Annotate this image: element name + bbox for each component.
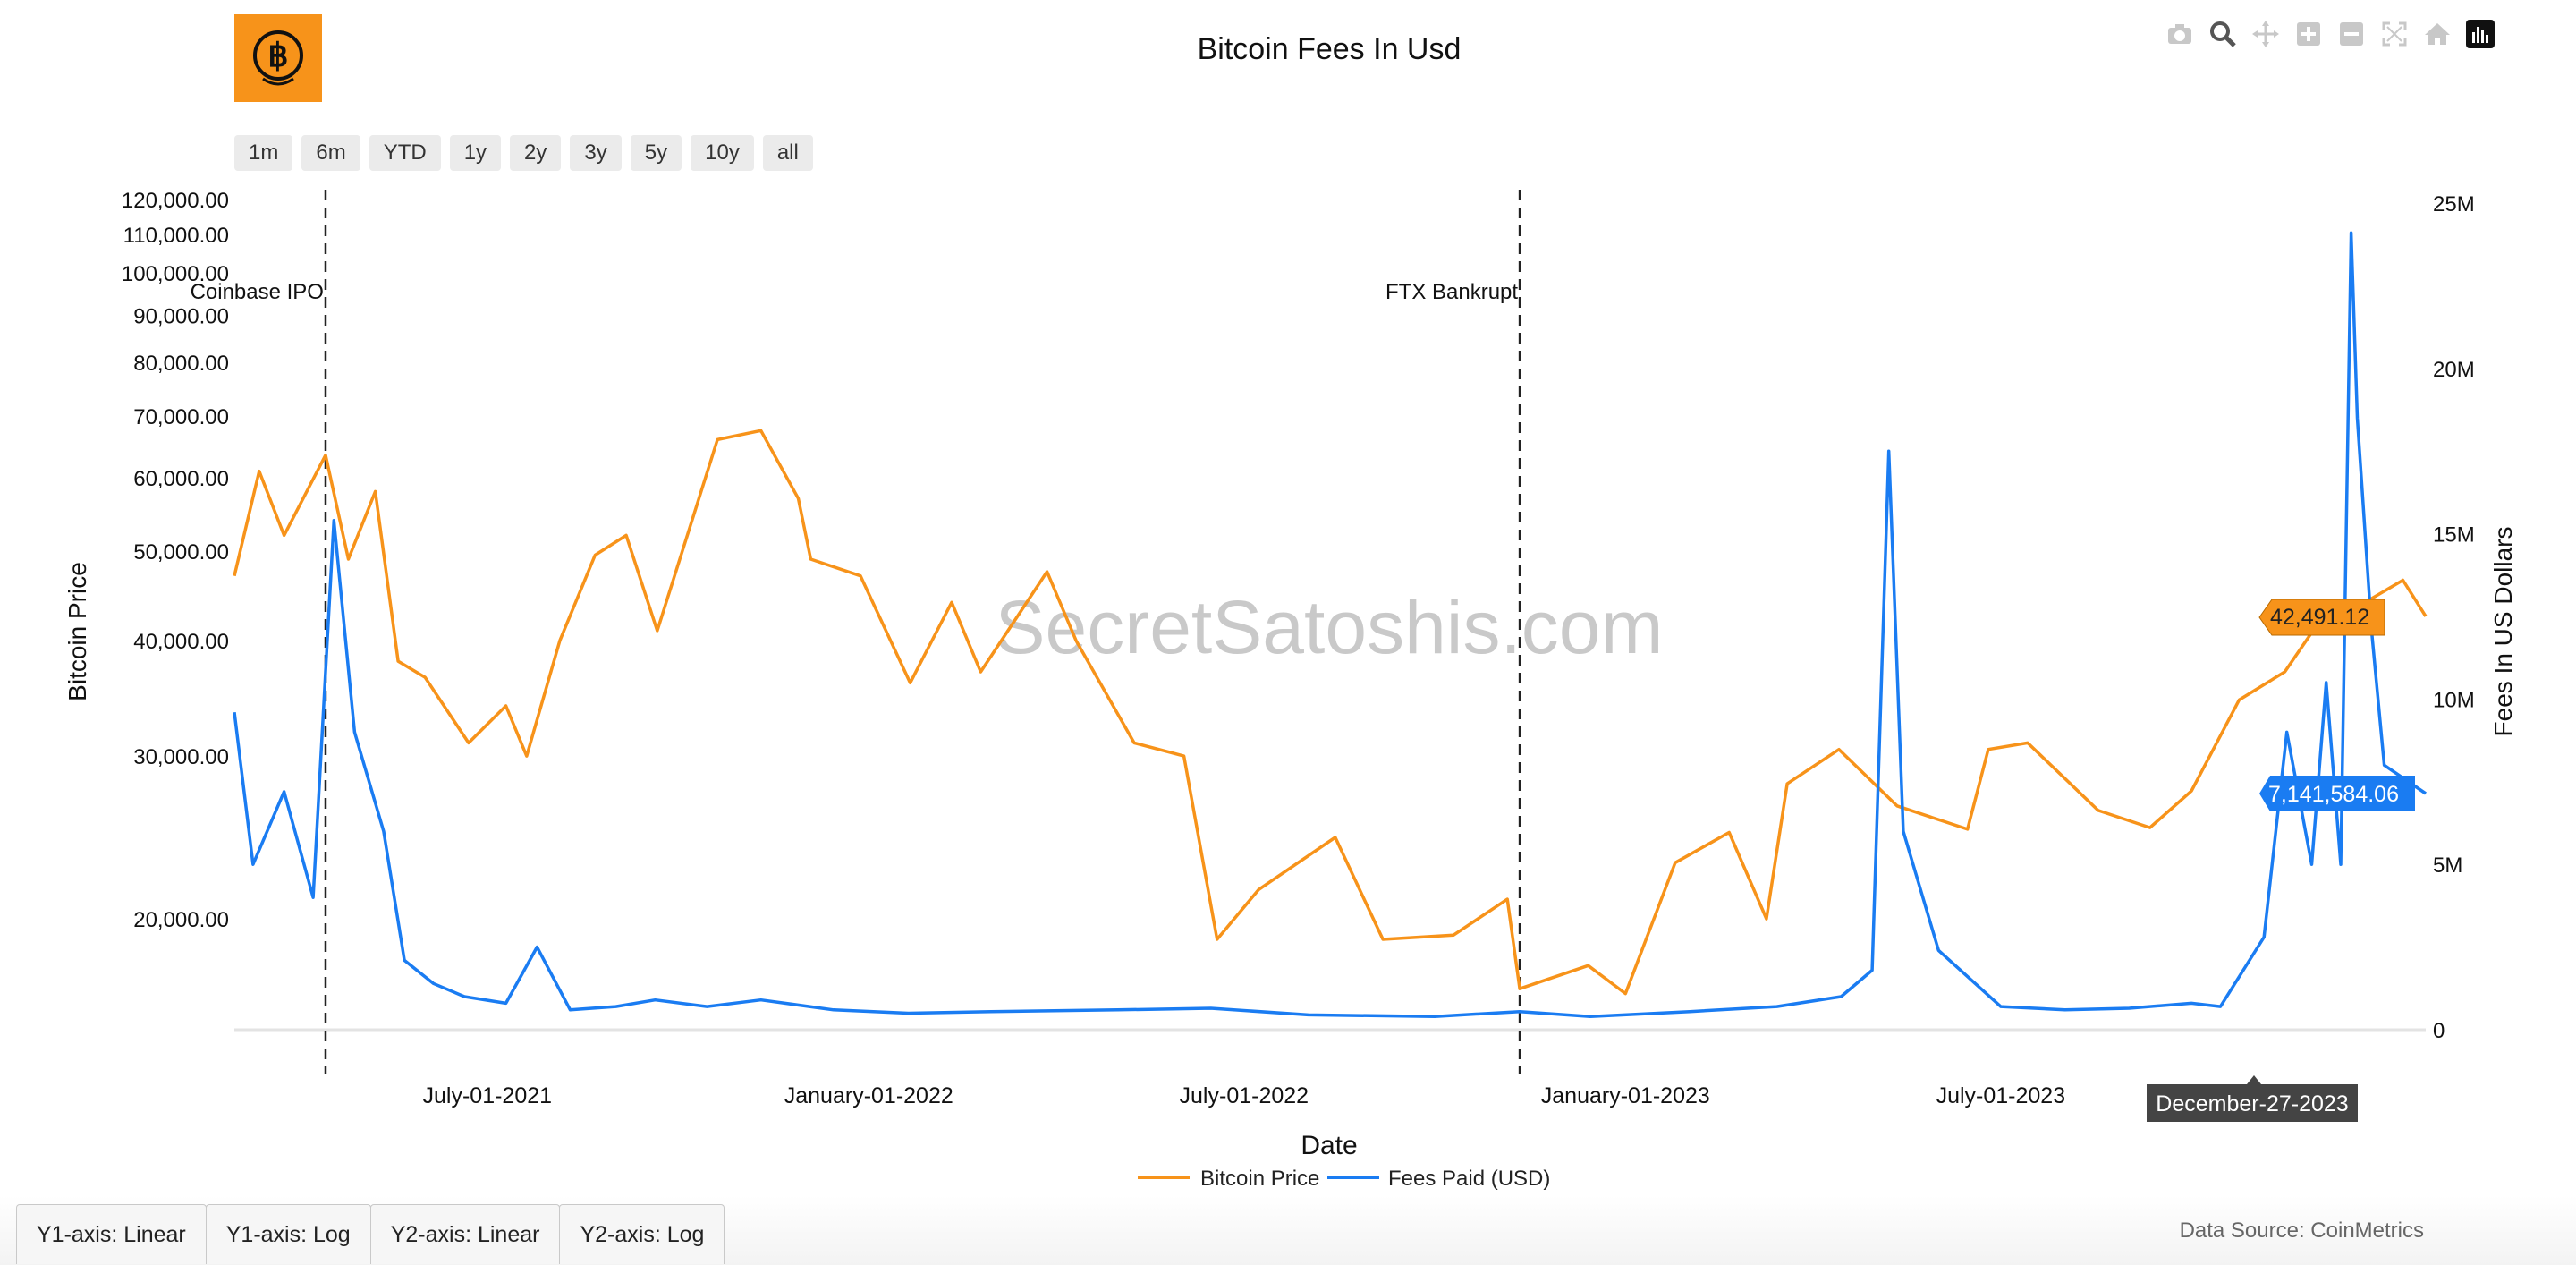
y-left-tick-label: 110,000.00: [123, 224, 229, 248]
hover-date-bg: [2147, 1084, 2358, 1122]
y-left-tick-label: 90,000.00: [133, 304, 229, 328]
y-right-tick-label: 20M: [2433, 358, 2475, 382]
range-selector: 1m 6m YTD 1y 2y 3y 5y 10y all: [234, 135, 813, 171]
svg-text:฿: ฿: [268, 37, 289, 73]
price-tag-text: 42,491.12: [2270, 605, 2369, 630]
fees-tag-text: 7,141,584.06: [2268, 782, 2399, 807]
y-left-tick-label: 120,000.00: [122, 189, 229, 213]
y-right-tick-label: 10M: [2433, 688, 2475, 712]
price-tag-box: [2258, 599, 2385, 636]
series-line-bitcoin-price[interactable]: [233, 429, 2428, 996]
x-tick-label: July-01-2022: [1180, 1083, 1309, 1108]
home-icon[interactable]: [2419, 18, 2456, 50]
series-line-fees-paid[interactable]: [233, 231, 2427, 1018]
zoom-icon[interactable]: [2204, 18, 2241, 50]
chart-title: Bitcoin Fees In Usd: [1198, 32, 1462, 66]
tab-y2-linear[interactable]: Y2-axis: Linear: [369, 1204, 561, 1264]
fees-tag-box: [2259, 776, 2415, 811]
y-left-tick-label: 60,000.00: [133, 467, 229, 491]
hover-date-pointer: [2247, 1075, 2261, 1084]
camera-icon[interactable]: [2161, 18, 2199, 50]
axis-scale-tabs: Y1-axis: Linear Y1-axis: Log Y2-axis: Li…: [16, 1204, 725, 1264]
tab-y1-log[interactable]: Y1-axis: Log: [205, 1204, 371, 1264]
x-tick-label: January-01-2023: [1541, 1083, 1710, 1108]
bitcoin-logo: ฿: [234, 14, 322, 102]
range-button-3y[interactable]: 3y: [570, 135, 622, 171]
y-left-tick-label: 40,000.00: [133, 630, 229, 654]
x-axis-label: Date: [1301, 1131, 1357, 1160]
y-axis-left-label: Bitcoin Price: [64, 562, 91, 701]
legend-fees-label[interactable]: Fees Paid (USD): [1388, 1167, 1550, 1191]
range-button-1y[interactable]: 1y: [449, 135, 502, 171]
range-button-6m[interactable]: 6m: [301, 135, 360, 171]
x-tick-label: July-01-2021: [423, 1083, 553, 1108]
x-tick-label: January-01-2022: [784, 1083, 953, 1108]
range-button-ytd[interactable]: YTD: [369, 135, 441, 171]
y-axis-right-label: Fees In US Dollars: [2489, 527, 2517, 737]
autoscale-icon[interactable]: [2376, 18, 2413, 50]
y-left-tick-label: 20,000.00: [133, 908, 229, 932]
y-right-tick-label: 0: [2433, 1019, 2445, 1043]
range-button-5y[interactable]: 5y: [630, 135, 682, 171]
tab-y1-linear[interactable]: Y1-axis: Linear: [16, 1204, 207, 1264]
event-marker-label: Coinbase IPO: [191, 280, 324, 304]
y-left-tick-label: 100,000.00: [122, 262, 229, 286]
bitcoin-logo-icon: ฿: [253, 30, 303, 86]
y-left-tick-label: 70,000.00: [133, 405, 229, 429]
chart-logo-icon[interactable]: [2462, 18, 2499, 50]
y-left-tick-label: 50,000.00: [133, 540, 229, 565]
hover-date-label: December-27-2023: [2147, 1075, 2358, 1122]
price-last-value-tag: 42,491.12: [2258, 599, 2385, 636]
y-right-tick-label: 15M: [2433, 523, 2475, 548]
hover-date-text: December-27-2023: [2156, 1091, 2348, 1116]
tab-y2-log[interactable]: Y2-axis: Log: [559, 1204, 725, 1264]
range-button-10y[interactable]: 10y: [691, 135, 754, 171]
x-tick-label: July-01-2023: [1936, 1083, 2066, 1108]
fees-last-value-tag: 7,141,584.06: [2259, 776, 2415, 811]
range-button-1m[interactable]: 1m: [234, 135, 293, 171]
legend-price-label[interactable]: Bitcoin Price: [1200, 1167, 1319, 1191]
data-source: Data Source: CoinMetrics: [2179, 1218, 2424, 1243]
event-marker-label: FTX Bankrupt: [1385, 280, 1518, 304]
modebar: [2161, 18, 2499, 50]
zoom-in-icon[interactable]: [2290, 18, 2327, 50]
range-button-2y[interactable]: 2y: [510, 135, 562, 171]
legend[interactable]: Bitcoin Price Fees Paid (USD): [1138, 1167, 1550, 1191]
y-left-tick-label: 80,000.00: [133, 352, 229, 376]
y-right-tick-label: 25M: [2433, 192, 2475, 216]
y-right-tick-label: 5M: [2433, 853, 2462, 878]
pan-icon[interactable]: [2247, 18, 2284, 50]
range-button-all[interactable]: all: [762, 135, 813, 171]
watermark: SecretSatoshis.com: [996, 585, 1664, 669]
y-left-tick-label: 30,000.00: [133, 745, 229, 769]
zoom-out-icon[interactable]: [2333, 18, 2370, 50]
